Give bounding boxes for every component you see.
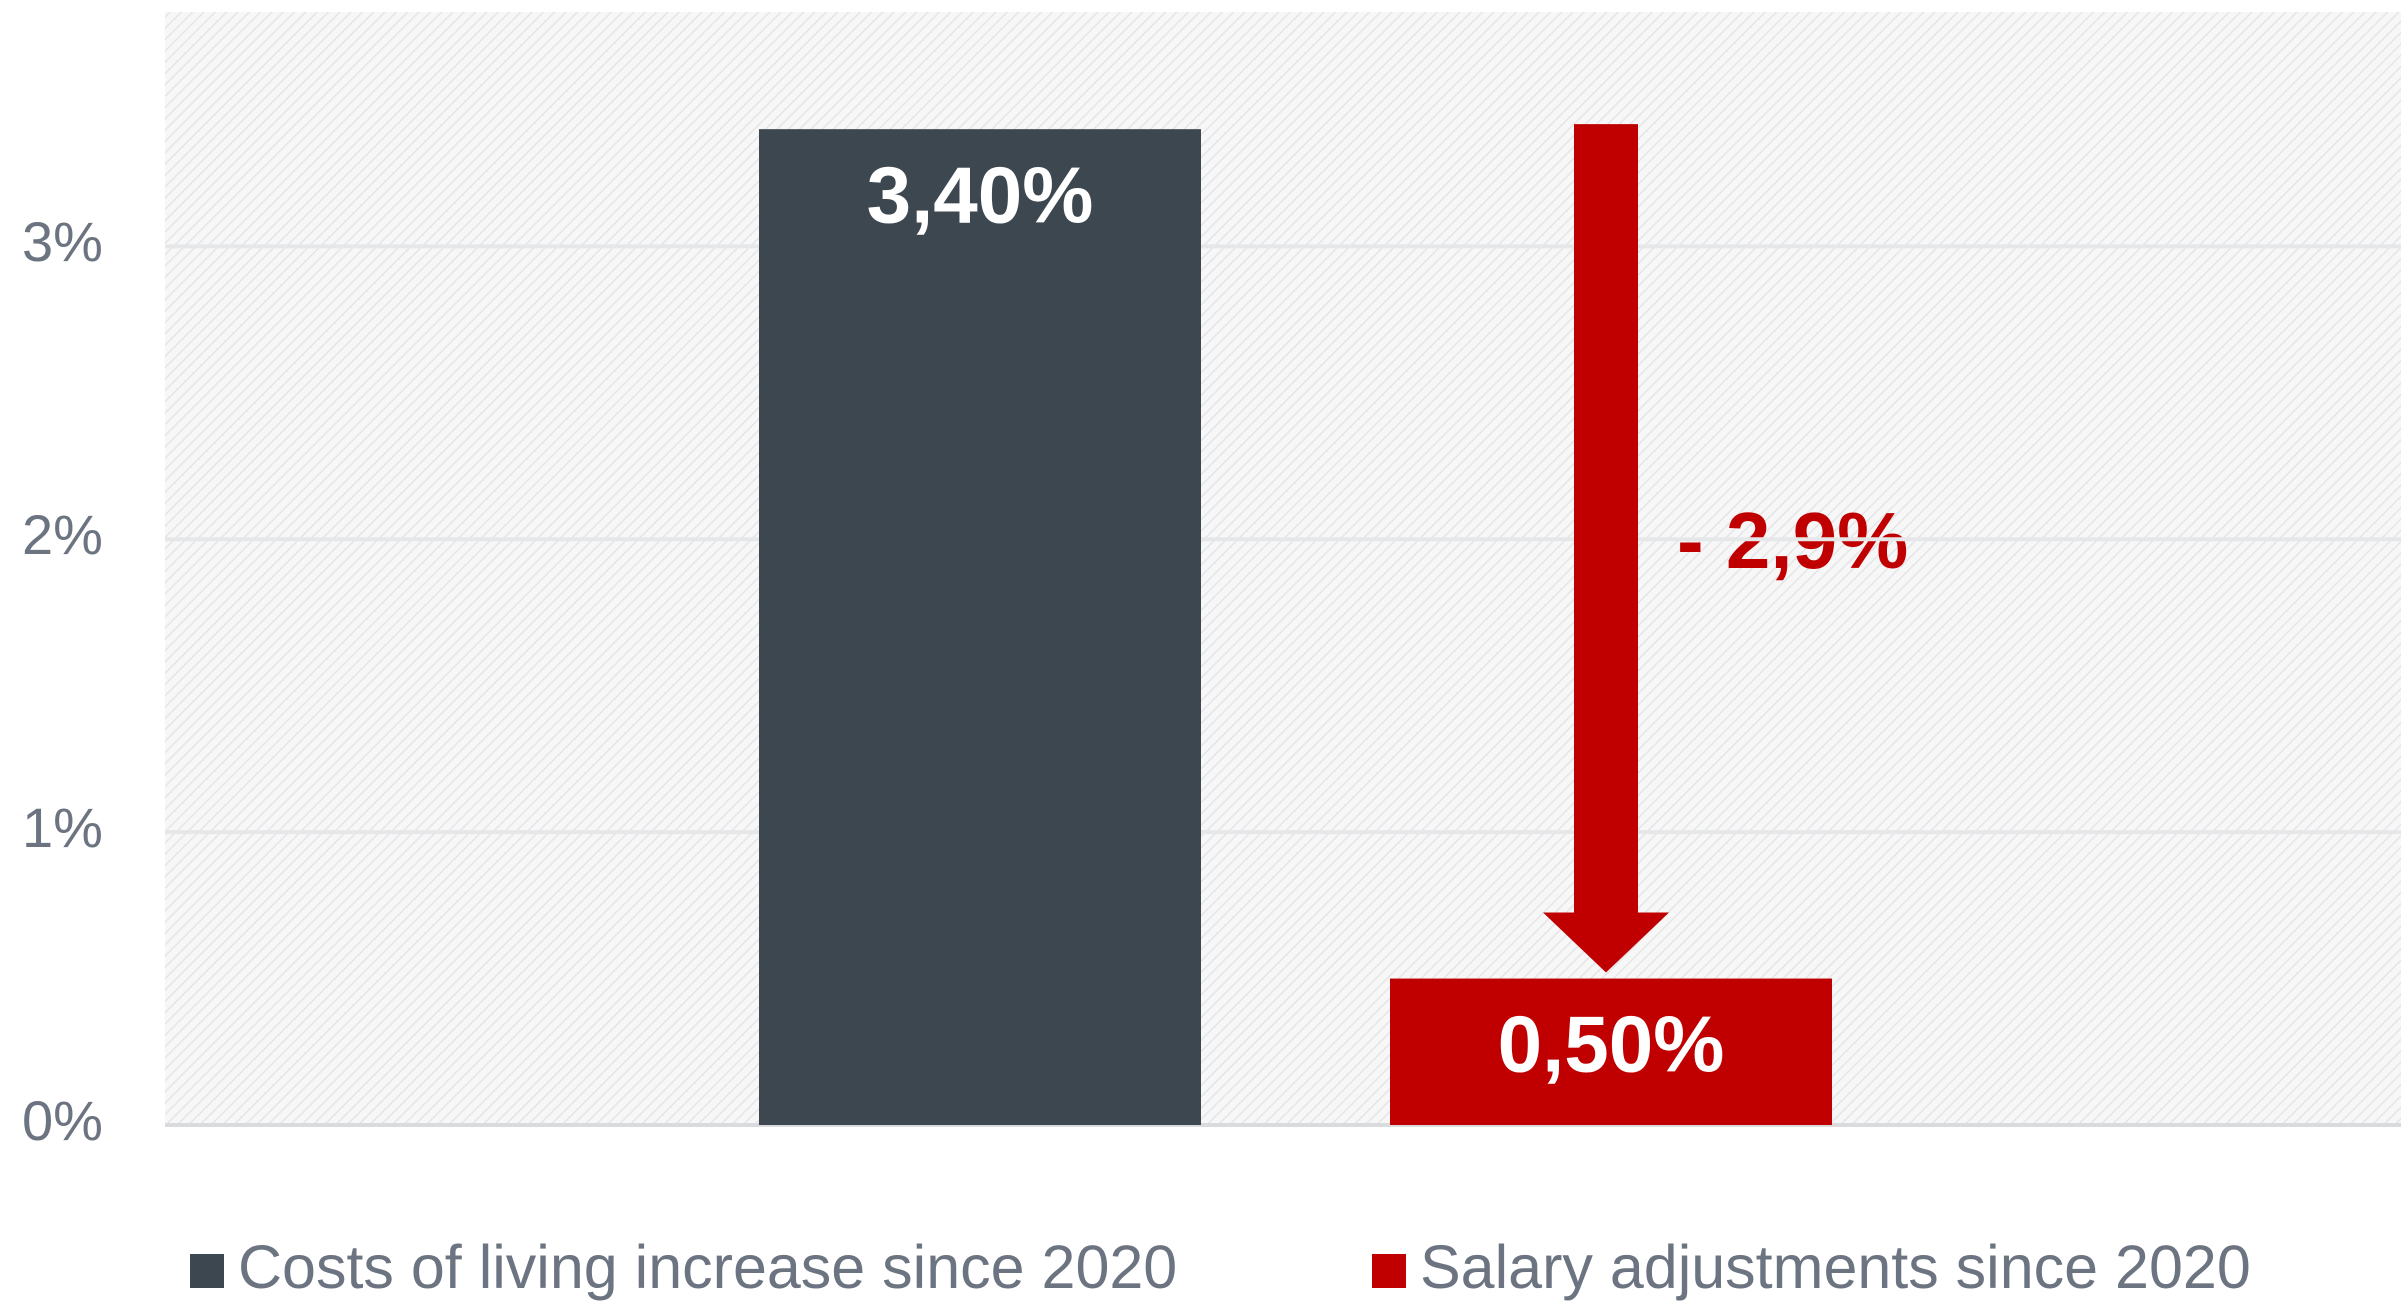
- difference-arrow: [1543, 124, 1669, 973]
- y-tick-label: 3%: [22, 210, 103, 273]
- legend-swatch: [190, 1254, 224, 1288]
- value-label: 0,50%: [1498, 1000, 1725, 1089]
- legend-label: Salary adjustments since 2020: [1420, 1233, 2251, 1301]
- y-tick-label: 1%: [22, 796, 103, 859]
- bar: [759, 129, 1201, 1125]
- bar: [1390, 978, 1832, 1125]
- value-label: 3,40%: [867, 150, 1094, 239]
- y-tick-label: 0%: [22, 1089, 103, 1152]
- plot-background: [165, 12, 2401, 1125]
- legend-label: Costs of living increase since 2020: [238, 1233, 1177, 1301]
- legend-swatch: [1372, 1254, 1406, 1288]
- y-tick-label: 2%: [22, 503, 103, 566]
